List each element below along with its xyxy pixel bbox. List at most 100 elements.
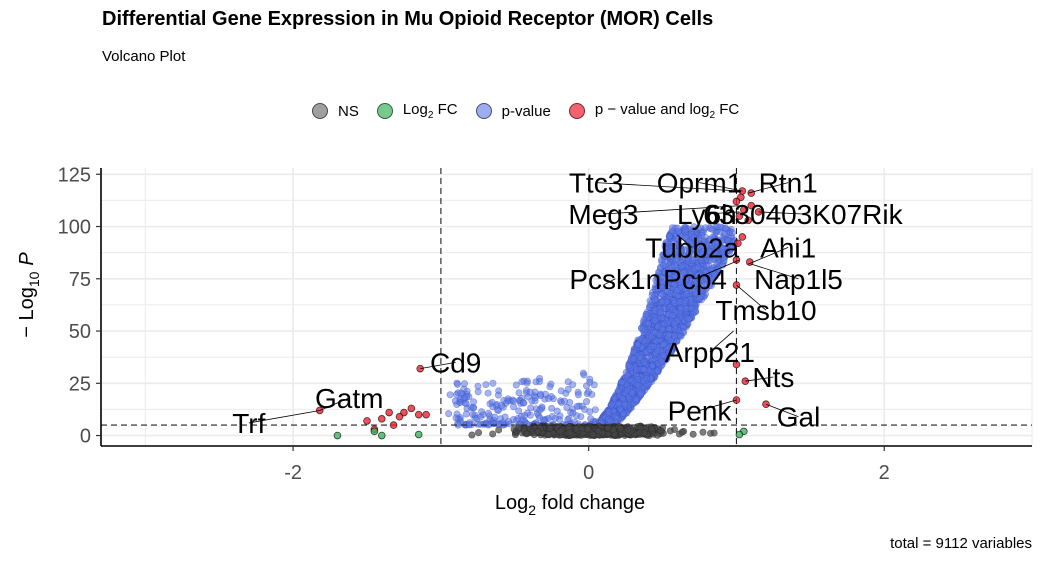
cloud-point: [691, 289, 699, 297]
cloud-point: [650, 343, 658, 351]
cloud-point: [699, 428, 707, 436]
cloud-point: [619, 395, 627, 403]
cloud-point: [515, 424, 523, 432]
cloud-point: [687, 305, 695, 313]
cloud-point: [513, 417, 521, 425]
cloud-point: [668, 312, 676, 320]
cloud-point: [669, 238, 677, 246]
gene-labels: Ttc3 Oprm1 Rtn1 Meg3 Ly6h6330403K07RikTubb2a…: [232, 168, 903, 439]
cloud-point: [689, 256, 697, 264]
point-cloud: [445, 223, 739, 440]
cloud-point: [473, 415, 481, 423]
gene-label: Ahi1: [760, 232, 816, 263]
cloud-point: [546, 425, 554, 433]
connector: [751, 263, 799, 280]
cloud-point: [583, 398, 591, 406]
cloud-point: [694, 225, 702, 233]
cloud-point: [659, 298, 667, 306]
connector: [748, 182, 789, 194]
cloud-point: [667, 337, 675, 345]
cloud-point: [587, 415, 595, 423]
connector: [699, 399, 737, 411]
cloud-point: [628, 389, 636, 397]
point-both: [385, 408, 393, 417]
point-both: [389, 421, 398, 429]
cloud-point: [703, 275, 711, 283]
cloud-point: [689, 430, 697, 438]
cloud-point: [615, 387, 623, 395]
point-both: [734, 239, 742, 248]
y-tick-label: 50: [69, 321, 91, 343]
tick-labels: -2 0 2 0 25 50 75 100 125: [58, 164, 890, 484]
cloud-point: [526, 388, 534, 396]
cloud-point: [548, 404, 556, 412]
cloud-point: [690, 282, 698, 290]
cloud-point: [468, 431, 476, 439]
y-tick-label: 25: [69, 373, 91, 395]
legend-swatch-ns: [312, 103, 328, 119]
cloud-point: [703, 262, 711, 270]
cloud-point: [657, 308, 665, 316]
point-both: [407, 404, 416, 413]
connector: [248, 410, 320, 424]
legend-label-fc: Log2 FC: [402, 101, 458, 121]
cloud-point: [494, 391, 502, 399]
cloud-point: [546, 383, 554, 391]
cloud-point: [521, 412, 529, 420]
cloud-point: [451, 397, 459, 405]
cloud-point: [635, 429, 643, 437]
cloud-point: [616, 405, 624, 413]
gene-label: Gal: [777, 402, 821, 433]
cloud-point: [569, 409, 577, 417]
cloud-point: [634, 341, 642, 349]
x-axis-title: Log2 fold change: [495, 492, 645, 518]
connector: [748, 247, 789, 265]
cloud-point: [672, 248, 680, 256]
gene-label: Pcp4: [663, 264, 727, 295]
connector: [706, 211, 740, 215]
connector: [709, 330, 734, 353]
cloud-point: [654, 367, 662, 375]
cloud-point: [632, 395, 640, 403]
cloud-point: [469, 410, 477, 418]
cloud-point: [696, 255, 704, 263]
cloud-point: [716, 223, 724, 231]
point-both: [747, 201, 756, 210]
cloud-point: [665, 324, 673, 332]
point-both: [422, 410, 430, 419]
point-both: [732, 360, 741, 369]
cloud-point: [658, 325, 666, 333]
legend: NS Log2 FC p-value p − value and log2 FC: [312, 98, 757, 124]
cloud-point: [728, 229, 736, 237]
cloud-point: [651, 329, 659, 337]
cloud-point: [460, 393, 468, 401]
cloud-point: [610, 394, 618, 402]
cloud-point: [707, 282, 715, 290]
cloud-point: [591, 406, 599, 414]
cloud-point: [706, 429, 714, 437]
cloud-point: [648, 291, 656, 299]
cloud-point: [672, 256, 680, 264]
cloud-point: [493, 406, 501, 414]
cloud-point: [616, 424, 624, 432]
gene-label: Ly6h: [677, 199, 737, 230]
connector: [694, 259, 740, 280]
cloud-point: [564, 378, 572, 386]
connector: [319, 397, 350, 411]
cloud-point: [580, 371, 588, 379]
cloud-point: [474, 388, 482, 396]
cloud-point: [520, 399, 528, 407]
cloud-point: [666, 427, 674, 435]
cloud-point: [446, 391, 454, 399]
y-tick-label: 75: [69, 269, 91, 291]
gene-label: Ttc3: [569, 168, 623, 199]
connector: [603, 205, 741, 215]
cloud-point: [709, 226, 717, 234]
gene-label: Oprm1: [657, 168, 743, 199]
y-tick-label: 125: [58, 164, 91, 186]
cloud-point: [657, 427, 665, 435]
point-both: [740, 206, 748, 214]
y-tick-label: 100: [58, 217, 91, 239]
point-fc: [377, 431, 386, 440]
cloud-point: [556, 412, 564, 420]
